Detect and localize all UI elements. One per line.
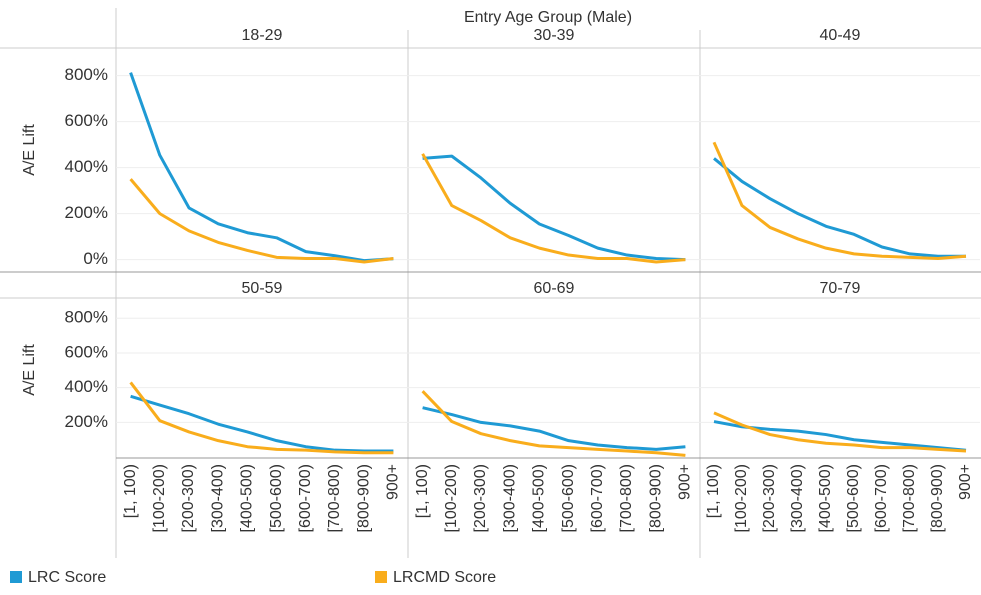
- line-series: [422, 154, 686, 262]
- panel-title: 40-49: [820, 27, 861, 44]
- legend-swatch: [10, 571, 22, 583]
- x-tick-label: 900+: [385, 464, 402, 500]
- line-series: [713, 157, 966, 258]
- panel-title: 60-69: [534, 280, 575, 297]
- column-header: Entry Age Group (Male): [464, 9, 632, 26]
- y-tick-label: 600%: [65, 111, 108, 130]
- panel-title: 30-39: [534, 27, 575, 44]
- x-tick-label: [100-200): [151, 464, 168, 533]
- y-tick-label: 0%: [83, 249, 108, 268]
- x-tick-label: 900+: [957, 464, 974, 500]
- line-series: [129, 178, 394, 264]
- y-tick-label: 400%: [65, 377, 108, 396]
- x-tick-label: [300-400): [501, 464, 518, 533]
- x-tick-label: [500-600): [845, 464, 862, 533]
- line-series: [130, 394, 394, 453]
- y-axis-label: A/E Lift: [21, 124, 38, 176]
- x-tick-label: [400-500): [531, 464, 548, 533]
- x-tick-label: [600-700): [297, 464, 314, 533]
- line-series: [129, 381, 394, 455]
- x-tick-label: [700-800): [618, 464, 635, 533]
- x-tick-label: [100-200): [733, 464, 750, 533]
- x-tick-label: [400-500): [817, 464, 834, 533]
- line-series: [713, 420, 967, 452]
- legend-swatch: [375, 571, 387, 583]
- x-tick-label: [700-800): [326, 464, 343, 533]
- legend-label: LRCMD Score: [393, 569, 496, 586]
- x-tick-label: [300-400): [789, 464, 806, 533]
- line-series: [421, 153, 686, 264]
- line-series: [129, 72, 394, 263]
- x-tick-label: [600-700): [873, 464, 890, 533]
- panel-title: 18-29: [242, 27, 283, 44]
- panel-title: 50-59: [242, 280, 283, 297]
- legend-label: LRC Score: [28, 569, 106, 586]
- x-tick-label: [1, 100): [705, 464, 722, 518]
- x-tick-label: [800-900): [355, 464, 372, 533]
- panel-title: 70-79: [820, 280, 861, 297]
- x-tick-label: [500-600): [268, 464, 285, 533]
- line-series: [712, 141, 967, 260]
- y-tick-label: 200%: [65, 203, 108, 222]
- line-series: [713, 411, 967, 453]
- x-tick-label: [400-500): [239, 464, 256, 533]
- line-series: [422, 406, 686, 451]
- x-tick-label: [1, 100): [122, 464, 139, 518]
- y-tick-label: 200%: [65, 412, 108, 431]
- y-tick-label: 800%: [65, 308, 108, 327]
- x-tick-label: [500-600): [560, 464, 577, 533]
- x-tick-label: [1, 100): [414, 464, 431, 518]
- x-tick-label: [300-400): [209, 464, 226, 533]
- x-tick-label: [600-700): [589, 464, 606, 533]
- y-tick-label: 800%: [65, 65, 108, 84]
- x-tick-label: [800-900): [929, 464, 946, 533]
- x-tick-label: [100-200): [443, 464, 460, 533]
- line-series: [421, 390, 686, 457]
- y-tick-label: 600%: [65, 342, 108, 361]
- x-tick-label: [200-300): [472, 464, 489, 533]
- x-tick-label: [700-800): [901, 464, 918, 533]
- x-tick-label: [200-300): [761, 464, 778, 533]
- x-tick-label: [200-300): [180, 464, 197, 533]
- x-tick-label: [800-900): [647, 464, 664, 533]
- x-tick-label: 900+: [677, 464, 694, 500]
- y-tick-label: 400%: [65, 157, 108, 176]
- y-axis-label: A/E Lift: [21, 344, 38, 396]
